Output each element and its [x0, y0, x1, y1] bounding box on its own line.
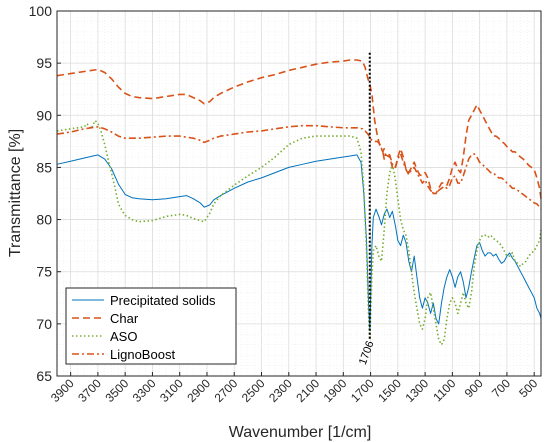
x-tick-label: 1700: [348, 376, 377, 405]
x-axis-ticks: 3900370035003300310029002700250023002100…: [48, 372, 541, 405]
y-tick-label: 65: [36, 368, 52, 384]
x-tick-label: 2900: [184, 376, 213, 405]
x-tick-label: 500: [516, 376, 540, 400]
x-tick-label: 2700: [212, 376, 241, 405]
x-tick-label: 1500: [375, 376, 404, 405]
y-tick-label: 80: [36, 212, 52, 228]
y-axis-label: Transmittance [%]: [7, 129, 24, 257]
y-tick-label: 90: [36, 107, 52, 123]
x-tick-label: 3500: [103, 376, 132, 405]
y-axis-ticks: 65 70 75 80 85 90 95 100: [29, 3, 61, 384]
x-tick-label: 900: [462, 376, 486, 400]
x-tick-label: 3700: [75, 376, 104, 405]
x-tick-label: 2300: [266, 376, 295, 405]
y-tick-label: 85: [36, 159, 52, 175]
y-tick-label: 95: [36, 55, 52, 71]
legend-entry: ASO: [110, 329, 137, 344]
x-tick-label: 1900: [321, 376, 350, 405]
series-line-char: [56, 59, 542, 199]
y-tick-label: 100: [29, 3, 53, 19]
legend-entry: LignoBoost: [110, 347, 175, 362]
legend-box: [65, 287, 237, 365]
x-tick-label: 1100: [430, 376, 458, 404]
x-tick-label: 700: [489, 376, 513, 400]
legend-entry: Precipitated solids: [110, 293, 216, 308]
y-tick-label: 70: [36, 316, 52, 332]
x-tick-label: 1300: [402, 376, 431, 405]
legend: Precipitated solids Char ASO LignoBoost: [65, 287, 237, 365]
series-line-precipitated-solids: [56, 154, 542, 330]
x-tick-label: 3900: [48, 376, 77, 405]
series-line-lignoboost: [56, 124, 542, 210]
x-tick-label: 3100: [157, 376, 186, 405]
x-axis-label: Wavenumber [1/cm]: [229, 424, 372, 441]
legend-entry: Char: [110, 311, 139, 326]
x-tick-label: 2500: [239, 376, 268, 405]
series-group: [56, 59, 542, 346]
x-tick-label: 3300: [130, 376, 159, 405]
y-tick-label: 75: [36, 264, 52, 280]
plot-frame: [56, 10, 542, 377]
series-line-aso: [56, 119, 542, 346]
x-tick-label: 2100: [293, 376, 322, 405]
